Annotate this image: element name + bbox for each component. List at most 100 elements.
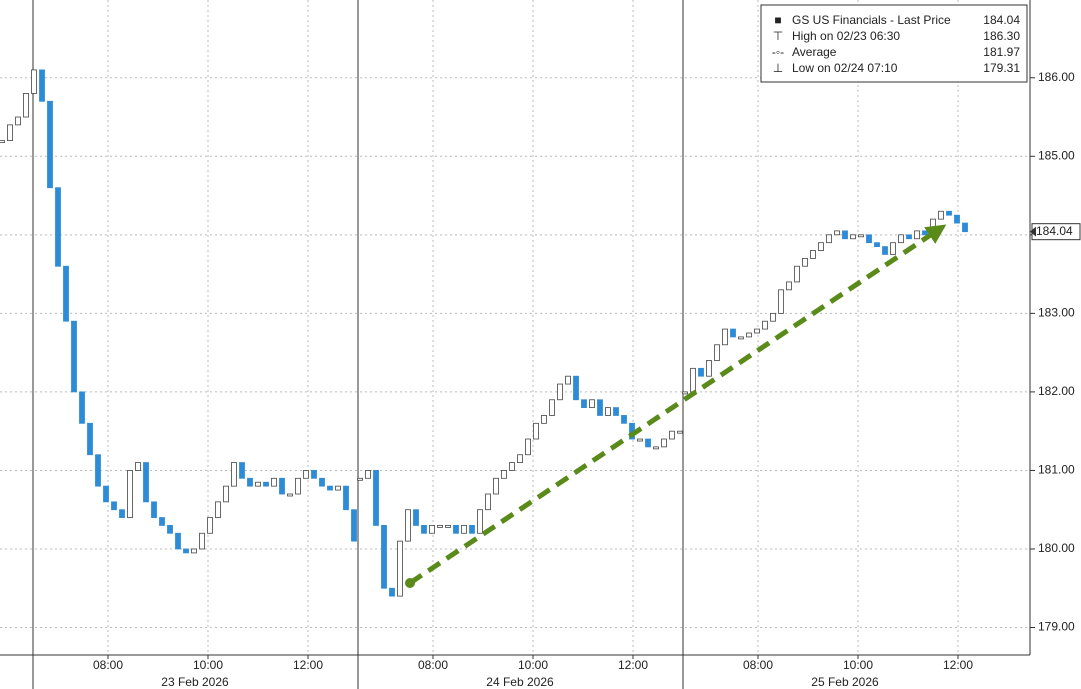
candle [151,501,157,518]
candle [850,234,856,240]
candle [698,367,704,377]
candle [874,242,880,248]
candle [191,548,197,554]
candle [279,477,285,495]
candle [247,477,253,487]
candle [517,454,523,463]
candle [557,383,563,401]
legend-box [760,4,1028,83]
candle [421,525,427,534]
candle [381,525,387,589]
candle [271,477,277,487]
candle [79,391,85,424]
y-tick-label: 186.00 [1038,70,1075,84]
day-label: 25 Feb 2026 [811,675,879,689]
candle [714,344,720,361]
x-tick-label: 10:00 [843,658,873,672]
candle [55,187,61,267]
y-tick-label: 183.00 [1038,306,1075,320]
legend-value: 184.04 [983,13,1020,27]
candle [842,230,848,240]
candle [533,422,539,440]
candle [111,501,117,511]
candle [311,470,317,479]
candle [135,462,141,471]
legend-label: Average [792,45,837,59]
candle [351,509,357,542]
candle [327,485,333,491]
candle [890,242,896,255]
candle [493,477,499,495]
candle [605,407,611,416]
candle [303,470,309,479]
legend-icon: ⊥ [773,61,783,75]
x-tick-label: 12:00 [293,658,323,672]
candle [7,124,13,141]
candle [295,477,301,495]
candle [413,509,419,526]
candle [263,481,269,487]
candle [365,470,371,479]
legend-icon: ⊤ [773,29,783,43]
candle [597,399,603,416]
candle [669,430,675,440]
last-price-label: 184.04 [1036,224,1073,238]
candle [429,525,435,534]
legend-value: 181.97 [983,45,1020,59]
candle [826,234,832,244]
legend-value: 186.30 [983,29,1020,43]
candle [207,517,213,534]
x-tick-label: 12:00 [943,658,973,672]
candle [786,281,792,291]
candle [549,399,555,416]
arrow-start [405,578,415,588]
candle [287,493,293,497]
candle [730,328,736,338]
candle [389,587,395,597]
legend-label: High on 02/23 06:30 [792,29,900,43]
candle [802,257,808,267]
candle [357,477,363,481]
candle [954,214,960,224]
candle [938,210,944,220]
candle [621,415,627,424]
candle [541,415,547,424]
candle [914,230,920,240]
candle [119,509,125,518]
candle [103,485,109,503]
candle [898,234,904,244]
candle [738,336,744,340]
candle [437,525,443,528]
candle [319,477,325,487]
x-tick-label: 10:00 [193,658,223,672]
candle [127,470,133,518]
candle [525,438,531,456]
y-tick-label: 180.00 [1038,541,1075,555]
candle [677,430,683,434]
candle [373,470,379,526]
x-tick-label: 08:00 [93,658,123,672]
legend-icon: ■ [774,13,781,27]
candle [63,265,69,322]
candle [573,375,579,401]
candle [23,93,29,118]
candle [637,438,643,442]
candle [589,399,595,409]
candle [645,438,651,448]
candle [87,422,93,456]
candle [405,509,411,542]
candle [722,328,728,346]
candle [746,332,752,338]
candle [882,246,888,255]
candle [818,242,824,251]
candle [962,222,968,233]
candle [167,525,173,534]
candle [810,250,816,259]
candle [653,446,659,450]
candle [343,485,349,511]
candle [71,320,77,393]
candle [581,399,587,409]
candle [239,462,245,479]
candle [15,116,21,126]
